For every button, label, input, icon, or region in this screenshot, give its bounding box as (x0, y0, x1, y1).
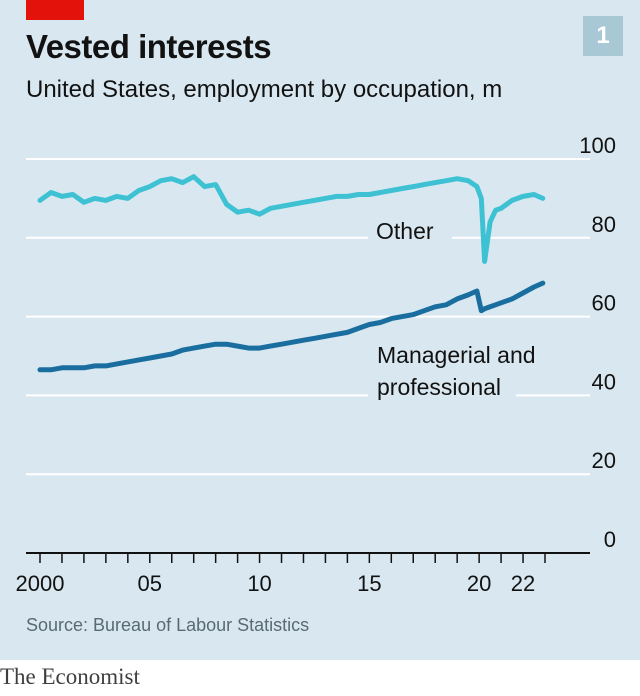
y-tick-label-40: 40 (592, 369, 616, 394)
x-tick-label-22: 22 (511, 571, 535, 596)
x-tick-label-05: 05 (138, 571, 162, 596)
series-label-other: Other (376, 218, 434, 244)
y-tick-label-80: 80 (592, 212, 616, 237)
y-tick-label-100: 100 (579, 133, 616, 158)
x-tick-label-10: 10 (247, 571, 271, 596)
series-label-managerial-line1: Managerial and (377, 342, 536, 368)
series-labels: Other Managerial and professional (368, 218, 536, 404)
chart-panel (0, 0, 640, 660)
brand-wordmark: The Economist (0, 664, 140, 689)
x-tick-label-20: 20 (467, 571, 491, 596)
label-background-1 (368, 386, 516, 404)
series-line-other (37, 174, 546, 264)
chart-subtitle: United States, employment by occupation,… (26, 76, 503, 103)
chart-title: Vested interests (26, 28, 272, 65)
series-line-managerial-and-professional (37, 280, 546, 373)
source-note: Source: Bureau of Labour Statistics (26, 615, 310, 635)
x-axis: 2000 05 10 15 20 22 (16, 552, 590, 596)
line-chart: Other Managerial and professional 2000 05… (16, 133, 616, 596)
series-lines (37, 174, 546, 373)
x-tick-label-15: 15 (357, 571, 381, 596)
x-tick-label-2000: 2000 (16, 571, 65, 596)
label-background-0 (368, 230, 452, 248)
series-label-managerial-line2: professional (377, 374, 501, 400)
chart-number-badge: 1 (583, 16, 623, 56)
y-tick-label-0: 0 (604, 527, 616, 552)
gridlines (26, 158, 590, 476)
y-tick-label-60: 60 (592, 291, 616, 316)
y-tick-label-20: 20 (592, 448, 616, 473)
brand-red-tag (26, 0, 84, 20)
y-axis-tick-labels: 0 20 40 60 80 100 (579, 133, 616, 552)
